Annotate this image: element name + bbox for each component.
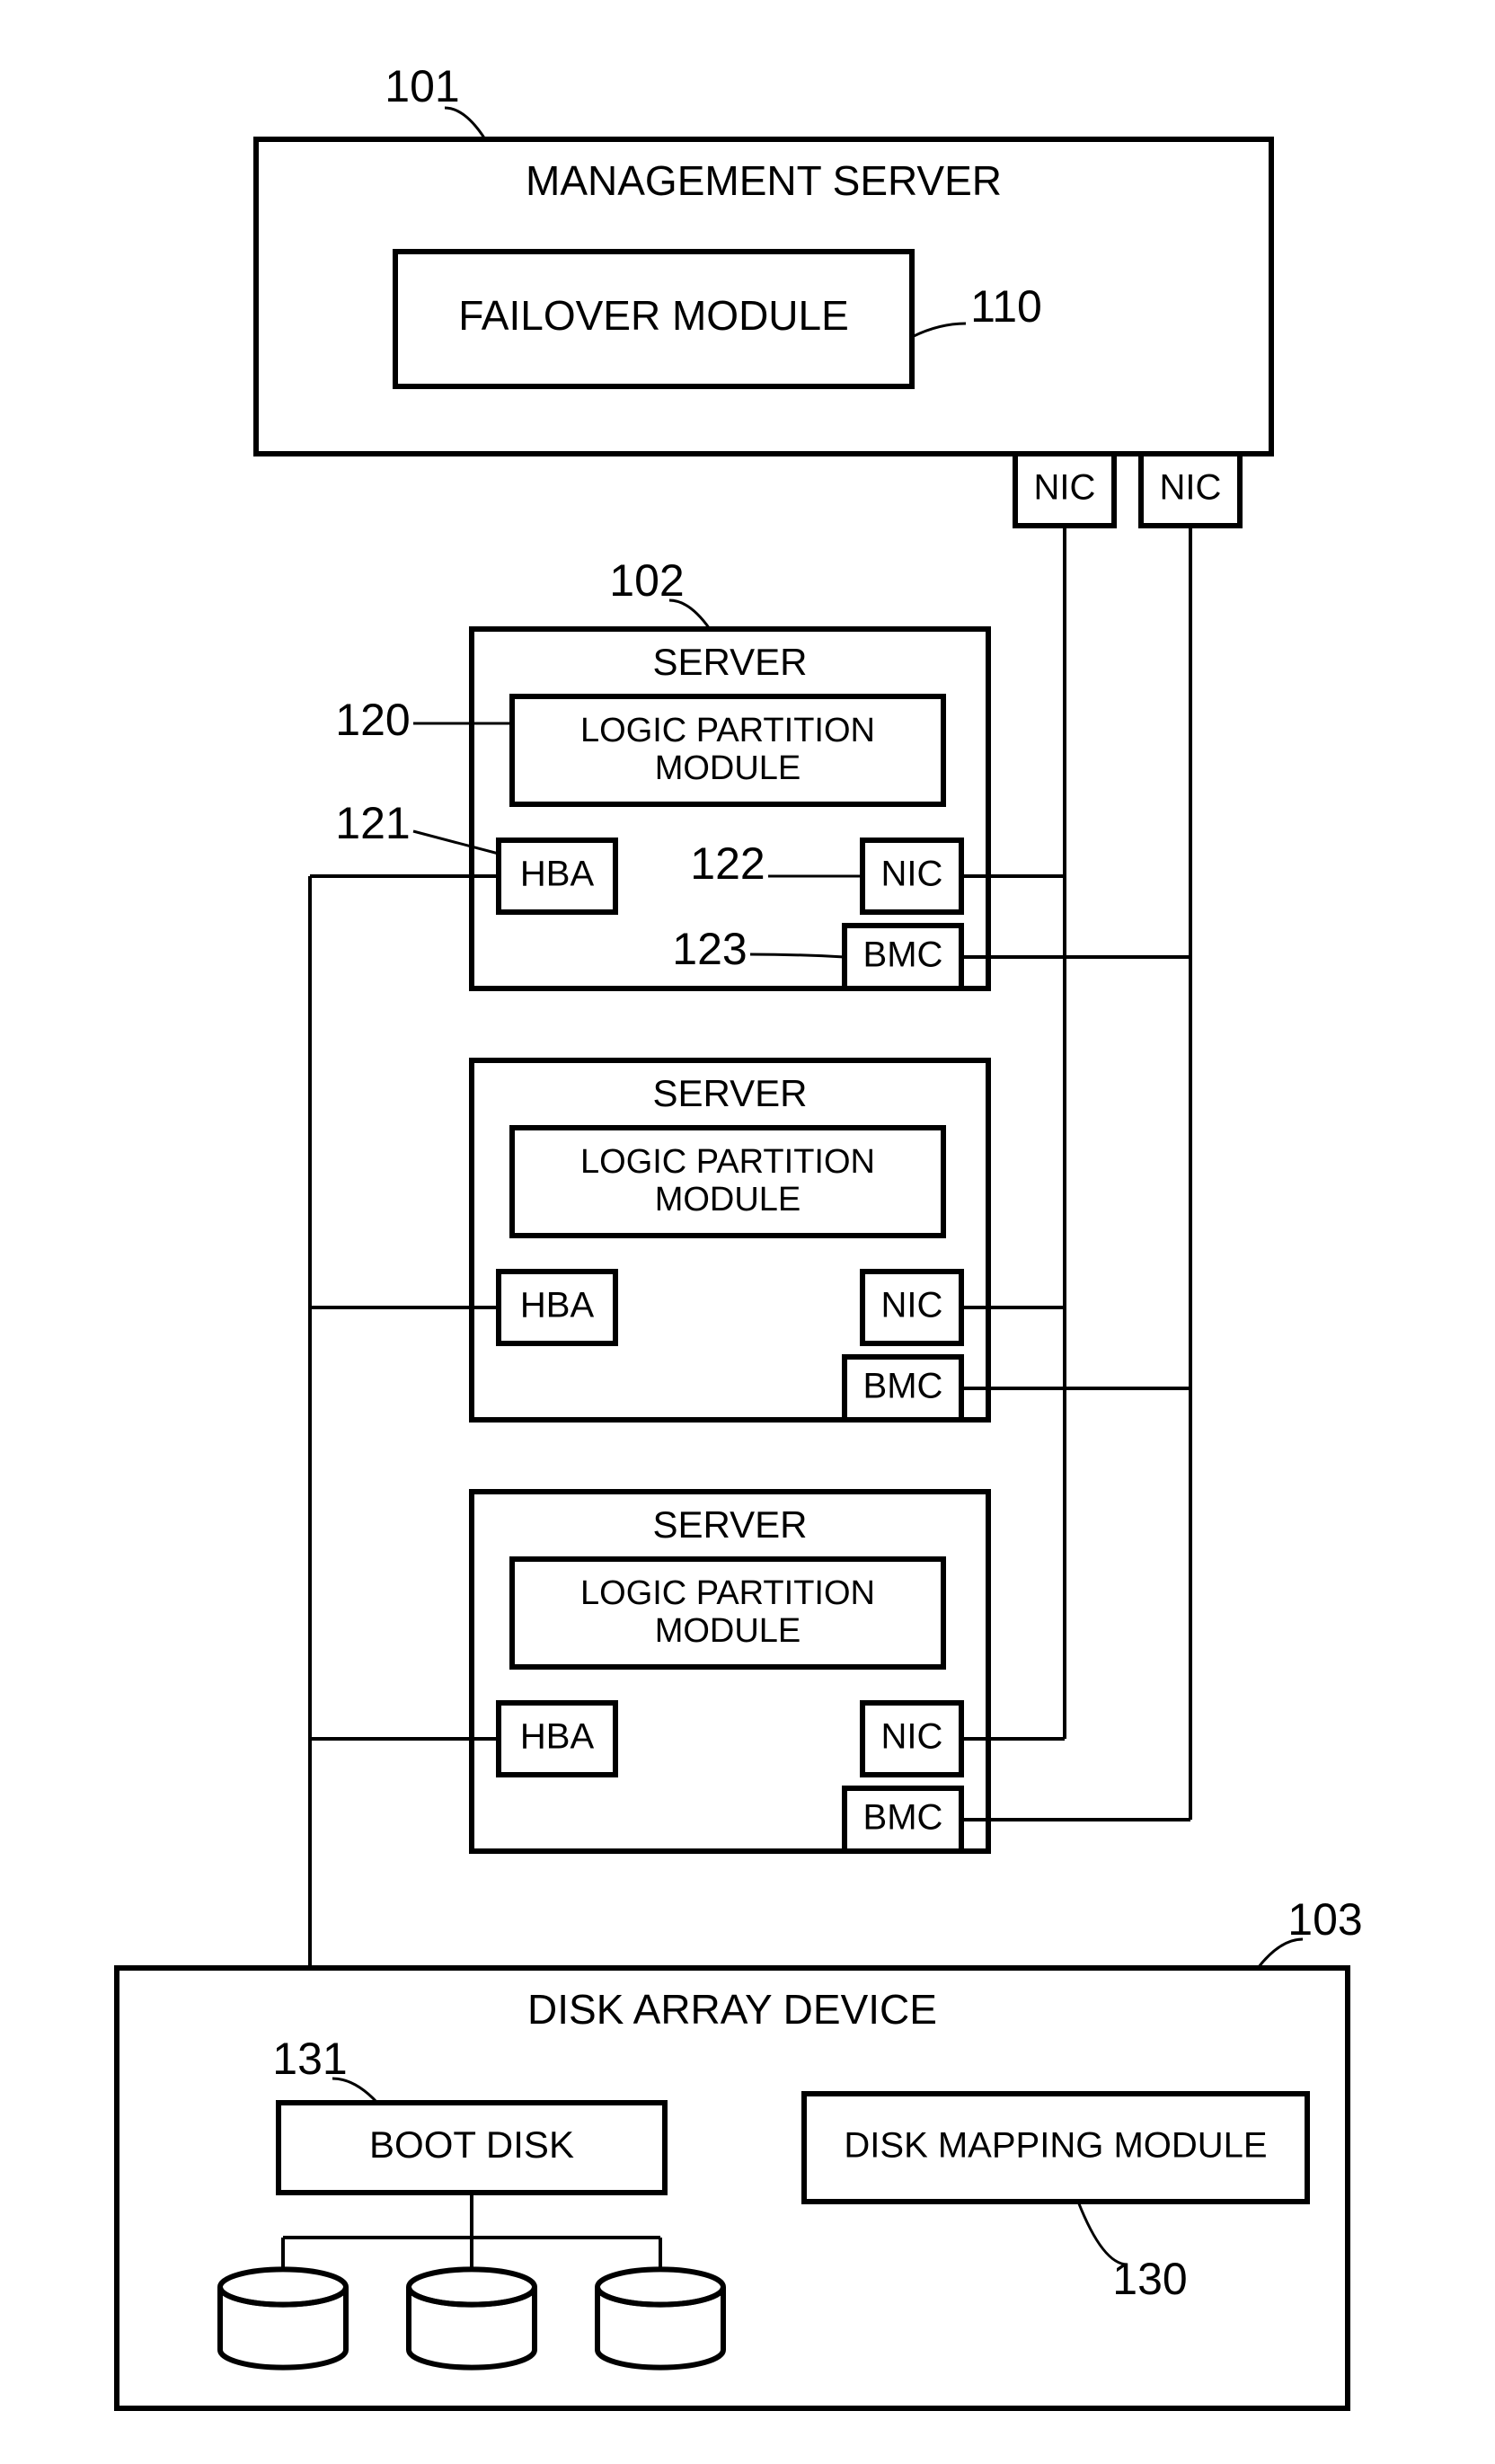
server-1-bmc-label: BMC bbox=[863, 1367, 943, 1406]
disk-array-title: DISK ARRAY DEVICE bbox=[527, 1986, 937, 2033]
server-2-nic-label: NIC bbox=[881, 1717, 943, 1757]
server-0-bmc-label: BMC bbox=[863, 935, 943, 975]
server-1-lpm-label-1: LOGIC PARTITION bbox=[580, 1143, 875, 1181]
mgmt-nic-2-label: NIC bbox=[1160, 468, 1222, 508]
ref-102: 102 bbox=[609, 555, 684, 606]
ref-103: 103 bbox=[1287, 1894, 1362, 1945]
server-0-title: SERVER bbox=[653, 641, 808, 683]
server-2-title: SERVER bbox=[653, 1503, 808, 1546]
mgmt-nic-1-label: NIC bbox=[1034, 468, 1096, 508]
server-2-lpm-label-2: MODULE bbox=[655, 1612, 801, 1650]
system-architecture-diagram: MANAGEMENT SERVER FAILOVER MODULE NIC NIC 10… bbox=[0, 0, 1495, 2464]
ref-130: 130 bbox=[1112, 2254, 1187, 2304]
ref-121-leader bbox=[413, 831, 499, 854]
server-0-nic-label: NIC bbox=[881, 855, 943, 894]
server-0-hba-label: HBA bbox=[520, 855, 595, 894]
ref-122: 122 bbox=[690, 838, 765, 889]
ref-101: 101 bbox=[385, 61, 459, 111]
server-2-bmc-label: BMC bbox=[863, 1798, 943, 1838]
ref-120: 120 bbox=[335, 695, 410, 745]
ref-123-leader bbox=[750, 954, 845, 957]
server-2-lpm-label-1: LOGIC PARTITION bbox=[580, 1574, 875, 1612]
ref-131: 131 bbox=[272, 2034, 347, 2084]
ref-110-leader bbox=[912, 324, 966, 337]
ref-110: 110 bbox=[970, 281, 1042, 332]
server-1-nic-label: NIC bbox=[881, 1286, 943, 1325]
server-1-hba-label: HBA bbox=[520, 1286, 595, 1325]
server-0-lpm-label-1: LOGIC PARTITION bbox=[580, 712, 875, 749]
disk-cylinder-0 bbox=[220, 2269, 346, 2367]
server-1-lpm-label-2: MODULE bbox=[655, 1181, 801, 1219]
server-2-hba-label: HBA bbox=[520, 1717, 595, 1757]
disk-mapping-module-label: DISK MAPPING MODULE bbox=[844, 2126, 1267, 2166]
boot-disk-label: BOOT DISK bbox=[369, 2123, 574, 2166]
failover-module-label: FAILOVER MODULE bbox=[458, 292, 849, 339]
server-0-lpm-label-2: MODULE bbox=[655, 749, 801, 787]
management-server-title: MANAGEMENT SERVER bbox=[526, 157, 1002, 204]
server-1-title: SERVER bbox=[653, 1072, 808, 1114]
disk-cylinder-1 bbox=[409, 2269, 535, 2367]
ref-123: 123 bbox=[672, 924, 747, 974]
disk-cylinder-2 bbox=[597, 2269, 723, 2367]
ref-101-leader bbox=[445, 108, 485, 139]
ref-121: 121 bbox=[335, 798, 410, 848]
